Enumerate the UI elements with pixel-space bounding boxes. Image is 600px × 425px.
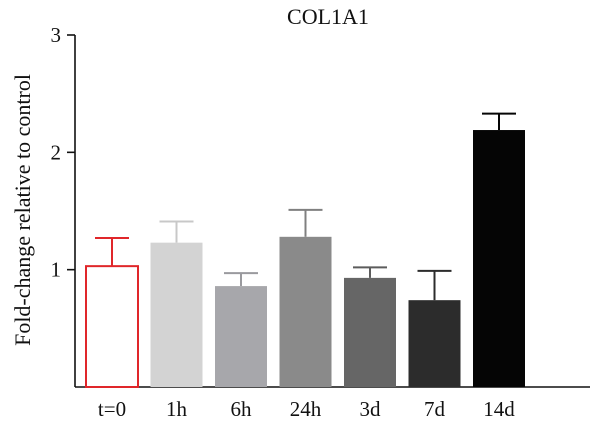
bar [150, 242, 203, 387]
bar [408, 300, 461, 387]
x-tick-labels: t=0 1h 6h 24h 3d 7d 14d [98, 397, 515, 421]
y-tick-label: 3 [51, 23, 62, 47]
bar [85, 265, 139, 388]
y-axis-label: Fold-change relative to control [10, 74, 35, 346]
bars [85, 112, 525, 388]
x-tick-label: 6h [231, 397, 253, 421]
y-tick-label: 1 [51, 258, 62, 282]
x-tick-label: 3d [360, 397, 382, 421]
bar [279, 236, 332, 387]
bar [215, 286, 267, 387]
x-tick-label: 24h [290, 397, 322, 421]
x-tick-label: 7d [424, 397, 446, 421]
x-tick-label: 14d [483, 397, 515, 421]
x-tick-label: 1h [166, 397, 188, 421]
chart-title: COL1A1 [287, 4, 369, 29]
x-tick-label: t=0 [98, 397, 126, 421]
bar [344, 277, 396, 387]
bar [473, 130, 525, 388]
y-tick-label: 2 [51, 140, 62, 164]
y-tick-labels: 1 2 3 [51, 23, 62, 282]
